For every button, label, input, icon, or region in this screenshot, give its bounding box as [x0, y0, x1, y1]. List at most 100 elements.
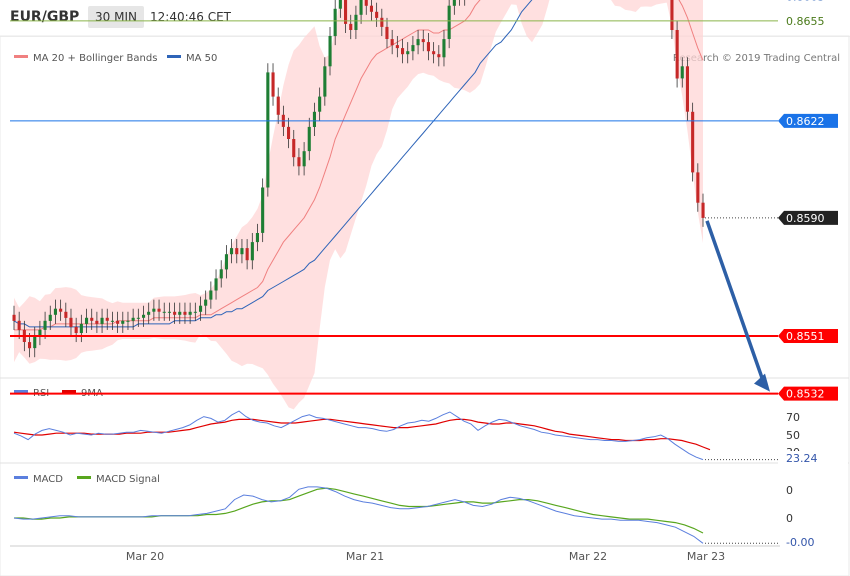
- x-tick-mar20: Mar 20: [126, 550, 164, 563]
- candle: [297, 148, 301, 176]
- candle: [12, 305, 16, 330]
- candle: [199, 296, 203, 321]
- candle: [38, 320, 42, 346]
- ma50-line: [13, 0, 533, 328]
- candle: [131, 308, 135, 330]
- rsi-line: [13, 410, 704, 461]
- candle: [167, 302, 171, 321]
- candle: [287, 117, 291, 149]
- candle: [126, 311, 130, 330]
- candle: [390, 29, 394, 55]
- candle: [136, 308, 140, 327]
- candle: [121, 311, 125, 333]
- candle: [162, 302, 166, 321]
- candle: [74, 317, 78, 343]
- candle: [59, 299, 63, 321]
- candle: [188, 302, 192, 324]
- candle: [79, 314, 83, 343]
- svg-text:0.8655: 0.8655: [786, 15, 825, 28]
- price-label-0.8590: 0.8590: [778, 210, 838, 225]
- candle: [90, 308, 94, 330]
- candle: [426, 33, 430, 61]
- candle: [271, 63, 275, 106]
- candle: [369, 0, 373, 21]
- candle: [395, 36, 399, 58]
- candle: [230, 239, 234, 264]
- candle: [354, 5, 358, 40]
- candle: [437, 45, 441, 67]
- candle: [670, 0, 674, 40]
- ma50-legend-label: MA 50: [186, 53, 217, 64]
- candle: [401, 39, 405, 64]
- candle: [100, 308, 104, 333]
- candle: [95, 311, 99, 333]
- candle: [385, 17, 389, 49]
- macd-signal-legend-label: MACD Signal: [96, 474, 160, 485]
- candle: [69, 308, 73, 336]
- candle: [359, 0, 363, 24]
- candle: [406, 42, 410, 64]
- candle: [318, 87, 322, 121]
- price-label-0.8551: 0.8551: [778, 329, 838, 343]
- candle: [364, 0, 368, 15]
- candle: [459, 0, 460, 6]
- candle: [85, 308, 89, 333]
- macd-tick-zero: 0: [786, 512, 793, 525]
- macd-signal-line: [14, 487, 704, 534]
- candle: [380, 8, 384, 37]
- candle: [209, 281, 213, 309]
- candle: [53, 299, 57, 324]
- candle: [701, 193, 705, 227]
- price-label-0.8655: 0.8655: [786, 15, 825, 28]
- candle: [245, 239, 249, 270]
- price-label-0.8622: 0.8622: [778, 113, 838, 128]
- ma20-legend-swatch: [14, 55, 28, 58]
- candle: [452, 0, 456, 15]
- candle: [432, 42, 436, 64]
- candle: [219, 260, 223, 288]
- candle: [292, 129, 296, 167]
- candle: [464, 0, 466, 6]
- candle: [240, 239, 244, 264]
- rsi-9ma-line: [13, 418, 711, 451]
- candle: [266, 63, 270, 197]
- price-label-0.8663: 0.8663: [786, 0, 825, 4]
- macd-tick-upper: 0: [786, 484, 793, 497]
- candle: [116, 311, 120, 333]
- candle: [214, 269, 218, 300]
- candle: [691, 102, 695, 182]
- candle: [421, 29, 425, 52]
- candle: [193, 302, 197, 321]
- candle: [224, 245, 228, 279]
- candle: [696, 163, 700, 212]
- candle: [235, 239, 239, 264]
- candle: [416, 29, 420, 55]
- candle: [333, 0, 337, 46]
- candle: [375, 2, 379, 27]
- candle: [173, 302, 177, 324]
- candle: [255, 223, 259, 252]
- macd-line: [13, 486, 704, 544]
- rsi-legend-swatch: [14, 390, 28, 393]
- candle: [28, 332, 32, 358]
- candle: [105, 308, 109, 330]
- macd-legend-label: MACD: [33, 474, 63, 485]
- svg-text:0.8622: 0.8622: [786, 115, 825, 128]
- candle: [33, 326, 37, 358]
- x-tick-mar21: Mar 21: [346, 550, 384, 563]
- svg-text:0.8663: 0.8663: [786, 0, 825, 4]
- svg-text:0.8551: 0.8551: [786, 330, 825, 343]
- candle: [344, 0, 348, 33]
- candle: [204, 290, 208, 315]
- svg-text:0.8590: 0.8590: [786, 212, 825, 225]
- candle: [142, 305, 146, 327]
- macd-legend-swatch: [14, 476, 28, 479]
- candle: [178, 302, 182, 324]
- candle: [323, 57, 327, 106]
- candle: [307, 117, 311, 161]
- candle: [157, 299, 161, 321]
- candle: [276, 87, 280, 124]
- candle: [152, 299, 156, 321]
- ma50-legend-swatch: [167, 55, 181, 58]
